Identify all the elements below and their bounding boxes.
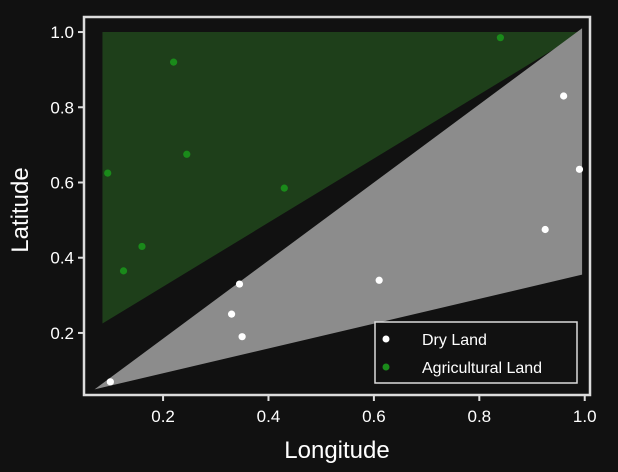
- region-layer: [84, 17, 590, 395]
- x-axis-title: Longitude: [284, 437, 389, 464]
- plot-frame: [82, 15, 592, 397]
- point-dry-land: [375, 276, 383, 284]
- point-agricultural-land: [280, 184, 288, 192]
- point-dry-land: [575, 165, 584, 173]
- point-dry-land: [238, 333, 246, 341]
- x-tick-label: 1.0: [573, 407, 597, 426]
- point-agricultural-land: [104, 169, 112, 177]
- point-dry-land: [541, 225, 549, 234]
- point-agricultural-land: [170, 58, 178, 66]
- x-tick-label: 0.8: [467, 407, 491, 426]
- y-tick-label: 0.6: [50, 173, 74, 192]
- legend: Dry Land Agricultural Land: [374, 321, 578, 384]
- points-layer: [104, 34, 584, 386]
- legend-label-dry-land: Dry Land: [422, 332, 487, 349]
- point-dry-land: [235, 280, 244, 288]
- x-tick-label: 0.6: [362, 407, 386, 426]
- point-agricultural-land: [119, 267, 128, 275]
- legend-marker-agricultural-land: [382, 363, 390, 371]
- point-agricultural-land: [183, 150, 191, 158]
- point-agricultural-land: [496, 34, 504, 42]
- x-tick-label: 0.2: [151, 407, 175, 426]
- point-dry-land: [106, 378, 114, 386]
- point-dry-land: [560, 92, 568, 100]
- y-axis: 0.2 0.4 0.6 0.8 1.0: [50, 23, 84, 343]
- region-dry-land: [94, 28, 583, 390]
- x-tick-label: 0.4: [257, 407, 281, 426]
- x-axis: 0.2 0.4 0.6 0.8 1.0: [151, 395, 597, 426]
- y-tick-label: 0.2: [50, 324, 74, 343]
- y-tick-label: 0.4: [50, 249, 74, 268]
- legend-box: [374, 321, 578, 384]
- legend-marker-dry-land: [382, 335, 390, 343]
- y-axis-title: Latitude: [7, 167, 34, 252]
- y-tick-label: 1.0: [50, 23, 74, 42]
- legend-label-agricultural-land: Agricultural Land: [422, 360, 542, 377]
- point-dry-land: [227, 310, 236, 318]
- point-agricultural-land: [138, 242, 146, 251]
- region-agricultural-land: [102, 32, 583, 324]
- y-tick-label: 0.8: [50, 98, 74, 117]
